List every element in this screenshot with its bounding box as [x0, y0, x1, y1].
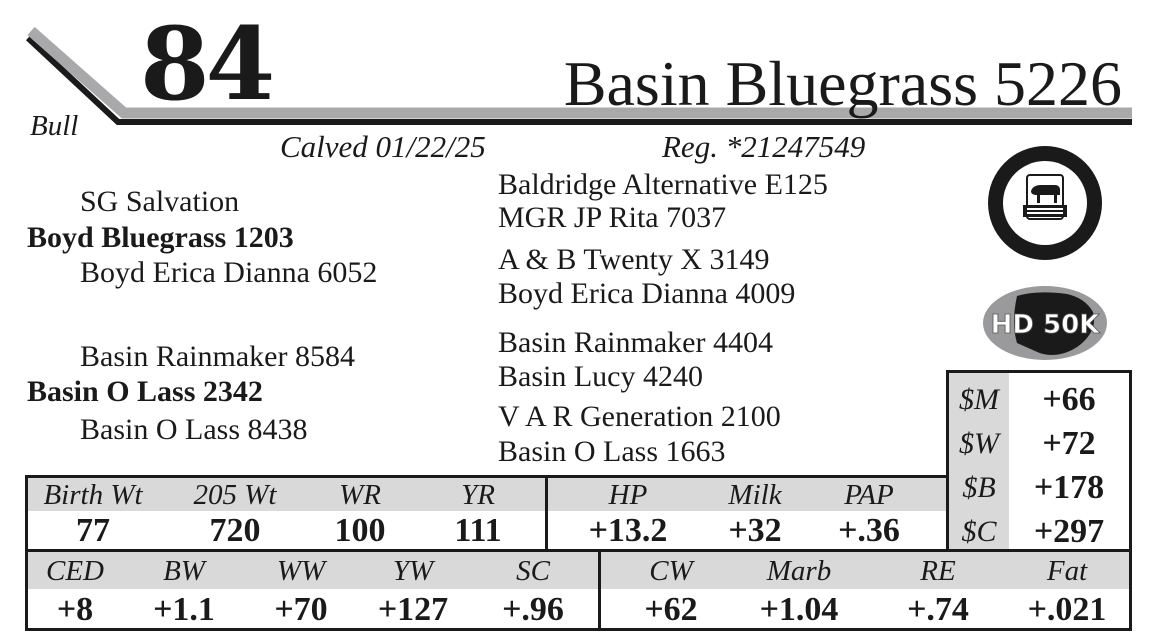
calved-date: Calved 01/22/25: [280, 129, 486, 164]
cell-value: +.96: [502, 591, 564, 628]
index-table: $M +66 $W +72 $B +178 $C +297: [946, 370, 1132, 552]
col-header: Fat: [1046, 555, 1088, 587]
cell-value: 100: [334, 512, 386, 549]
cell-value: 111: [454, 512, 502, 549]
hd50k-badge-icon: HD 50K: [983, 286, 1107, 360]
cell-value: +1.1: [153, 591, 215, 628]
index-row: $B +178: [962, 469, 1105, 506]
pedigree-outer: Baldridge Alternative E125: [498, 168, 828, 201]
pedigree-outer: Basin O Lass 1663: [498, 435, 726, 468]
col-header: BW: [163, 555, 205, 587]
epd-table: CED BW WW YW SC CW Marb RE Fat +8 +1.1 +…: [25, 549, 1132, 631]
col-header: WW: [276, 555, 326, 587]
cell-value: +.021: [1027, 591, 1107, 628]
col-header: WR: [339, 479, 381, 511]
dam: Basin O Lass 2342: [27, 375, 263, 408]
pedigree-outer: A & B Twenty X 3149: [498, 243, 770, 276]
col-header: YR: [461, 479, 495, 511]
sex-label: Bull: [30, 110, 79, 142]
col-header: CED: [46, 555, 104, 587]
cell-value: +70: [274, 591, 328, 628]
col-header: Marb: [766, 555, 832, 587]
col-header: PAP: [844, 479, 894, 511]
cell-value: +127: [377, 591, 449, 628]
col-header: Birth Wt: [43, 479, 143, 511]
col-header: SC: [516, 555, 550, 587]
cell-value: +.74: [907, 591, 969, 628]
pedigree-outer: Boyd Erica Dianna 4009: [498, 277, 796, 310]
dam-dam: Basin O Lass 8438: [80, 413, 308, 446]
sire-dam: Boyd Erica Dianna 6052: [80, 256, 378, 289]
col-header: 205 Wt: [193, 479, 277, 511]
certified-angus-beef-seal-icon: [988, 146, 1102, 260]
pedigree-outer: V A R Generation 2100: [498, 400, 781, 433]
pedigree-outer: Basin Lucy 4240: [498, 360, 703, 393]
index-row: $M +66: [959, 381, 1096, 418]
cell-value: +8: [56, 591, 94, 628]
pedigree-outer: MGR JP Rita 7037: [498, 201, 727, 234]
cell-value: +62: [644, 591, 698, 628]
cell-value: +.36: [838, 512, 900, 549]
lot-number: 84: [140, 5, 275, 123]
col-header: YW: [392, 555, 434, 587]
header-swoosh: [25, 26, 1132, 125]
col-header: HP: [608, 479, 648, 511]
cell-value: 77: [76, 512, 110, 549]
pedigree-outer: Basin Rainmaker 4404: [498, 326, 773, 359]
index-row: $W +72: [959, 425, 1096, 462]
index-row: $C +297: [961, 513, 1105, 550]
cell-value: +13.2: [588, 512, 668, 549]
col-header: CW: [649, 555, 693, 587]
col-header: Milk: [728, 479, 782, 511]
dam-sire: Basin Rainmaker 8584: [80, 340, 355, 373]
sire-sire: SG Salvation: [80, 185, 240, 218]
cell-value: 720: [209, 512, 261, 549]
col-header: RE: [920, 555, 956, 587]
hd50k-text: HD 50K: [991, 310, 1101, 340]
cell-value: +1.04: [759, 591, 839, 628]
animal-name: Basin Bluegrass 5226: [563, 48, 1122, 119]
sire: Boyd Bluegrass 1203: [27, 221, 294, 254]
performance-table: Birth Wt 205 Wt WR YR HP Milk PAP 77 720…: [25, 475, 949, 552]
cell-value: +32: [728, 512, 782, 549]
registration-number: Reg. *21247549: [662, 129, 866, 164]
